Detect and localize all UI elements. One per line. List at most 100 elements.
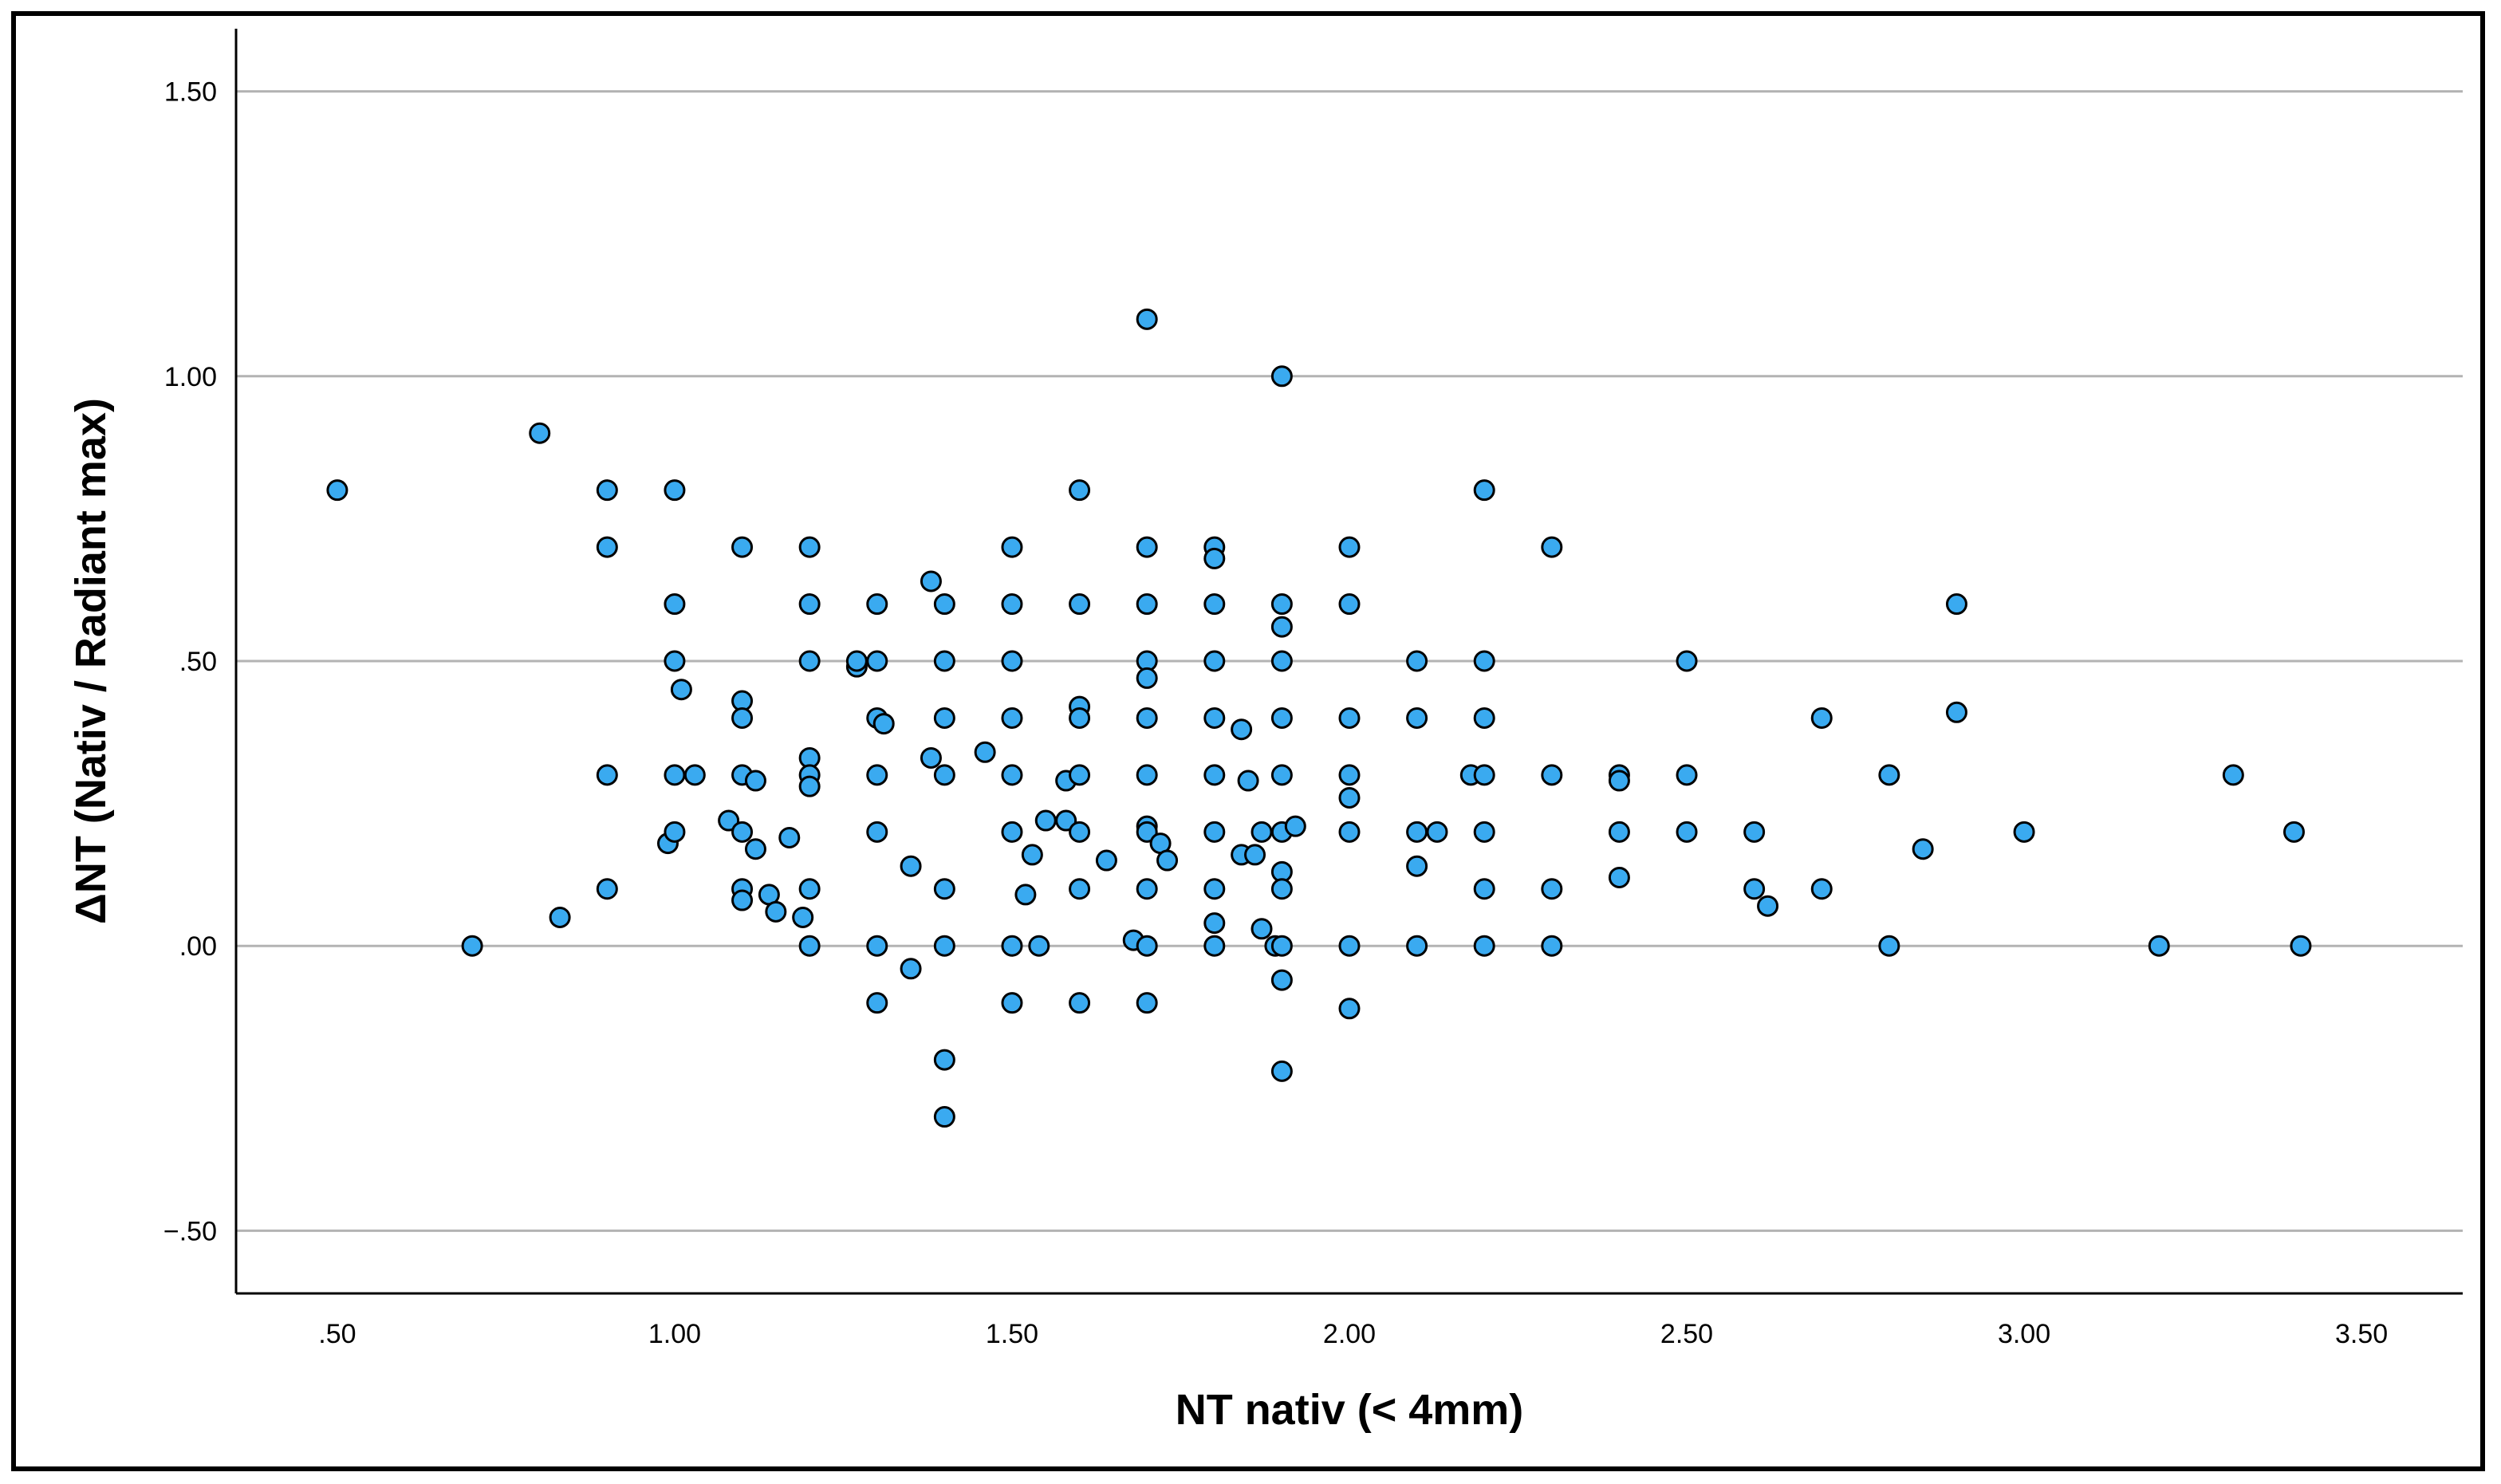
data-point <box>1338 935 1361 957</box>
data-point <box>1244 844 1266 866</box>
data-point <box>933 1049 955 1071</box>
data-point <box>798 878 821 900</box>
data-point <box>744 838 766 860</box>
data-point <box>1270 935 1293 957</box>
data-point <box>529 422 551 444</box>
x-tick-label: 1.50 <box>986 1319 1038 1349</box>
data-point <box>1069 992 1091 1014</box>
data-point <box>596 536 618 558</box>
data-point <box>1021 844 1043 866</box>
data-point <box>1541 764 1563 786</box>
data-point <box>1095 849 1117 872</box>
data-point <box>1406 650 1428 672</box>
data-point <box>1069 764 1091 786</box>
data-point <box>1338 707 1361 729</box>
data-point <box>872 713 895 735</box>
y-tick-labels: −.50 .00 .50 1.00 1.50 <box>163 77 217 1247</box>
data-point <box>866 821 888 843</box>
data-point <box>765 900 787 923</box>
data-point <box>866 935 888 957</box>
data-point <box>1338 764 1361 786</box>
data-point <box>1001 650 1023 672</box>
data-point <box>1028 935 1050 957</box>
data-point <box>798 775 821 797</box>
data-point <box>1608 770 1630 792</box>
data-point <box>1136 593 1158 616</box>
data-point <box>866 764 888 786</box>
data-point <box>1270 878 1293 900</box>
data-point <box>1203 707 1226 729</box>
y-tick-label: 1.00 <box>164 362 217 392</box>
data-point <box>596 878 618 900</box>
data-point <box>900 958 922 980</box>
data-point <box>1136 536 1158 558</box>
x-axis-title: NT nativ (< 4mm) <box>1176 1386 1524 1434</box>
data-point <box>845 650 868 672</box>
data-point <box>664 821 686 843</box>
data-point <box>798 935 821 957</box>
data-point <box>664 650 686 672</box>
data-point <box>1250 821 1273 843</box>
data-point <box>1338 821 1361 843</box>
data-point <box>1676 650 1698 672</box>
data-point <box>1406 935 1428 957</box>
data-point <box>1203 878 1226 900</box>
data-point <box>596 764 618 786</box>
data-point <box>1541 878 1563 900</box>
y-tick-label: .50 <box>179 647 217 677</box>
data-point <box>1676 764 1698 786</box>
data-point <box>792 906 814 928</box>
data-point <box>1426 821 1448 843</box>
x-tick-label: 1.00 <box>648 1319 701 1349</box>
y-tick-label: 1.50 <box>164 77 217 108</box>
data-point <box>664 593 686 616</box>
data-point <box>1945 701 1967 723</box>
data-point <box>1069 707 1091 729</box>
data-point <box>664 764 686 786</box>
data-point <box>1608 866 1630 888</box>
data-points <box>326 308 2312 1128</box>
data-point <box>1541 536 1563 558</box>
data-point <box>1203 935 1226 957</box>
data-point <box>933 650 955 672</box>
y-tick-label: .00 <box>179 931 217 962</box>
data-point <box>1878 764 1900 786</box>
data-point <box>920 746 942 769</box>
data-point <box>933 1106 955 1128</box>
data-point <box>933 878 955 900</box>
data-point <box>798 593 821 616</box>
data-point <box>549 906 571 928</box>
data-point <box>1743 821 1766 843</box>
data-point <box>1473 878 1495 900</box>
data-point <box>1473 935 1495 957</box>
data-point <box>798 536 821 558</box>
data-point <box>1338 593 1361 616</box>
data-point <box>744 770 766 792</box>
data-point <box>2290 935 2312 957</box>
data-point <box>1810 707 1833 729</box>
data-point <box>1001 935 1023 957</box>
data-point <box>596 479 618 502</box>
data-point <box>1001 707 1023 729</box>
data-point <box>1284 815 1306 837</box>
x-tick-label: 2.00 <box>1323 1319 1376 1349</box>
data-point <box>1676 821 1698 843</box>
data-point <box>933 935 955 957</box>
data-point <box>1136 935 1158 957</box>
data-point <box>326 479 349 502</box>
data-point <box>1406 855 1428 877</box>
data-point <box>900 855 922 877</box>
data-point <box>933 764 955 786</box>
data-point <box>1406 707 1428 729</box>
data-point <box>1136 821 1158 843</box>
data-point <box>1270 969 1293 991</box>
data-point <box>2013 821 2035 843</box>
data-point <box>1541 935 1563 957</box>
data-point <box>731 821 754 843</box>
x-tick-label: 3.00 <box>1998 1319 2050 1349</box>
data-point <box>1338 786 1361 809</box>
data-point <box>1069 479 1091 502</box>
data-point <box>1270 365 1293 388</box>
data-point <box>1473 650 1495 672</box>
